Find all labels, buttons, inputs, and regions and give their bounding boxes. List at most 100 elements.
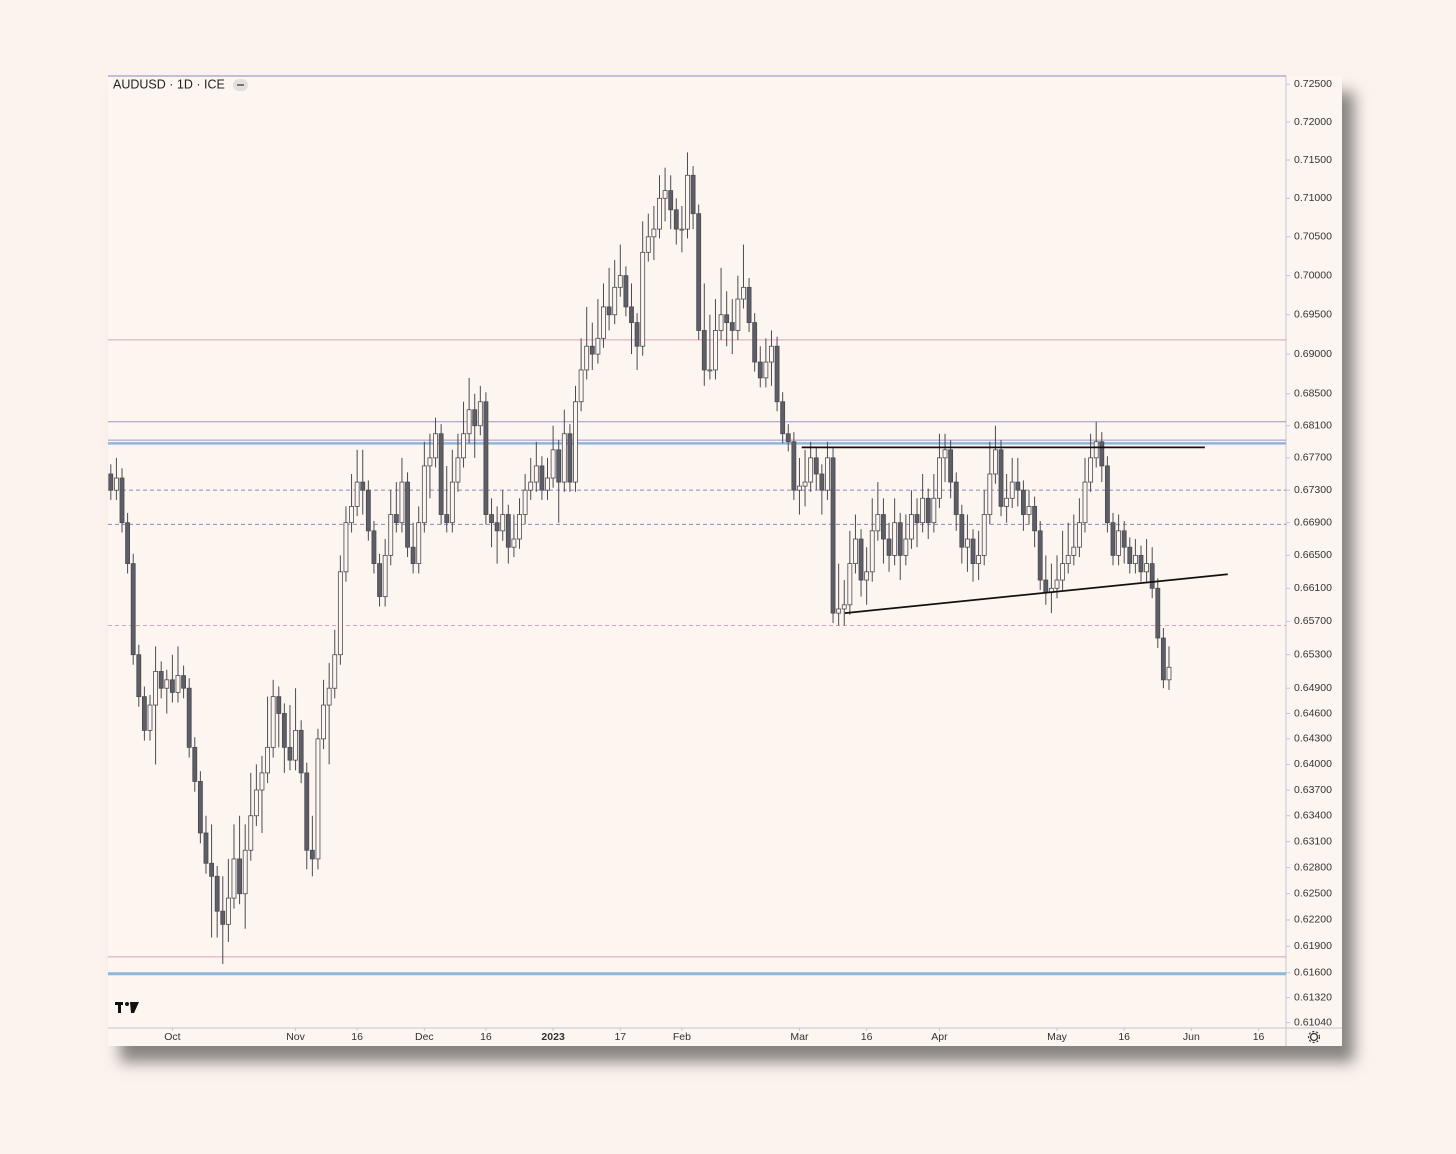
candle-body <box>595 337 601 355</box>
x-tick-label: 16 <box>861 1031 873 1043</box>
y-tick-label: 0.65700 <box>1294 615 1332 627</box>
y-tick-label: 0.65300 <box>1294 648 1332 660</box>
x-tick-label: Nov <box>286 1031 305 1043</box>
candle-body <box>584 345 590 371</box>
candle-body <box>421 465 427 524</box>
candle-body <box>181 675 187 689</box>
candle-body <box>567 433 573 483</box>
candle-body <box>253 789 259 817</box>
y-tick-label: 0.66500 <box>1294 549 1332 561</box>
candle-body <box>953 481 959 515</box>
candle-body <box>545 477 550 491</box>
candle-body <box>1032 506 1038 532</box>
y-tick-label: 0.66100 <box>1294 582 1332 594</box>
candle-body <box>640 251 646 347</box>
candle-body <box>1138 554 1144 573</box>
candle-body <box>315 738 321 860</box>
candle-body <box>1065 554 1071 565</box>
candle-body <box>1093 441 1099 459</box>
candle-body <box>959 514 965 548</box>
candle-body <box>774 345 780 403</box>
logo-part <box>130 1002 139 1013</box>
candle-body <box>332 654 338 689</box>
x-tick-label: May <box>1047 1031 1068 1043</box>
candle-body <box>203 832 209 864</box>
candle-body <box>125 522 131 565</box>
trendline <box>844 573 1228 615</box>
x-tick-label: 17 <box>614 1031 626 1043</box>
candle-body <box>455 457 461 483</box>
candle-body <box>136 654 142 698</box>
candle-body <box>858 538 864 581</box>
tv-logo <box>115 1002 139 1013</box>
y-tick-label: 0.61600 <box>1294 967 1332 979</box>
candle-body <box>242 849 248 895</box>
candle-body <box>830 457 836 614</box>
x-tick-label: Apr <box>931 1031 948 1043</box>
candle-body <box>1116 530 1122 556</box>
logo-part <box>118 1002 121 1013</box>
candle-body <box>662 190 668 199</box>
x-tick-label: Mar <box>790 1031 809 1043</box>
y-tick-label: 0.72000 <box>1294 116 1332 128</box>
candle-body <box>886 538 892 556</box>
gear-teeth <box>1307 1030 1321 1044</box>
candle-body <box>354 481 360 507</box>
y-tick-label: 0.67300 <box>1294 484 1332 496</box>
x-tick-label: 16 <box>1253 1031 1265 1043</box>
candle-body <box>197 781 203 834</box>
candle-body <box>466 409 472 435</box>
y-tick-label: 0.69000 <box>1294 348 1332 360</box>
candle-body <box>113 477 119 491</box>
candle-body <box>477 401 483 427</box>
candle-body <box>696 213 702 331</box>
candle-body <box>1121 530 1127 548</box>
y-tick-label: 0.64300 <box>1294 733 1332 745</box>
candle-body <box>382 554 388 597</box>
y-tick-label: 0.61040 <box>1294 1016 1332 1028</box>
y-tick-label: 0.62500 <box>1294 888 1332 900</box>
candle-body <box>1082 481 1088 524</box>
candle-body <box>785 433 791 443</box>
candle-body <box>1060 563 1066 581</box>
y-tick-label: 0.63400 <box>1294 810 1332 822</box>
candle-body <box>713 330 718 371</box>
x-tick-label: 2023 <box>541 1031 565 1043</box>
candle-body <box>920 497 926 524</box>
settings-icon[interactable] <box>1307 1030 1321 1044</box>
chart-title: AUDUSD · 1D · ICE <box>113 77 225 91</box>
y-tick-label: 0.69500 <box>1294 309 1332 321</box>
candle-body <box>651 228 657 238</box>
candle-body <box>942 449 948 459</box>
candle-body <box>657 197 662 230</box>
candle-body <box>847 563 853 606</box>
candle-body <box>729 322 735 331</box>
candle-body <box>556 449 562 483</box>
candle-body <box>371 530 377 565</box>
y-tick-label: 0.64600 <box>1294 707 1332 719</box>
candle-body <box>685 174 690 230</box>
candle-body <box>718 314 724 331</box>
candle-body <box>489 514 494 524</box>
candle-body <box>237 858 242 895</box>
y-tick-label: 0.64000 <box>1294 758 1332 770</box>
candle-body <box>309 849 315 860</box>
x-tick-label: Jun <box>1183 1031 1200 1043</box>
y-tick-label: 0.66900 <box>1294 516 1332 528</box>
candle-body <box>1071 546 1077 556</box>
logo-part <box>125 1002 129 1006</box>
candle-body <box>1088 457 1094 483</box>
candle-body <box>550 449 556 479</box>
candle-body <box>998 449 1004 507</box>
candle-body <box>668 190 674 211</box>
candle-body <box>169 679 175 693</box>
candle-body <box>1110 522 1116 556</box>
candle-body <box>360 481 366 491</box>
candle-body <box>304 772 310 851</box>
candle-body <box>259 772 265 791</box>
candle-body <box>813 457 819 475</box>
candle-body <box>365 489 371 532</box>
candle-body <box>601 306 606 339</box>
candle-body <box>853 538 858 565</box>
candle-body <box>746 286 752 323</box>
